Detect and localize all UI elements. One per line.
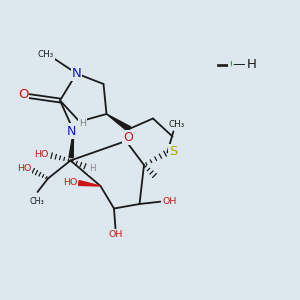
Text: CH₃: CH₃ xyxy=(29,196,44,206)
Text: HO: HO xyxy=(63,178,77,187)
Polygon shape xyxy=(106,114,130,131)
Text: HO: HO xyxy=(17,164,31,172)
Text: H: H xyxy=(89,164,95,173)
Text: O: O xyxy=(124,131,133,144)
Text: CH₃: CH₃ xyxy=(168,120,184,129)
Polygon shape xyxy=(69,130,74,158)
Text: OH: OH xyxy=(162,196,177,206)
Text: CH₃: CH₃ xyxy=(38,50,54,59)
Text: H: H xyxy=(247,58,256,71)
Polygon shape xyxy=(79,181,101,186)
Text: —: — xyxy=(233,58,246,71)
Text: Cl: Cl xyxy=(229,58,242,71)
Text: S: S xyxy=(169,145,178,158)
Text: O: O xyxy=(18,88,28,101)
Text: OH: OH xyxy=(109,230,123,239)
Text: HO: HO xyxy=(34,150,48,159)
Text: H: H xyxy=(79,118,86,127)
Text: N: N xyxy=(72,67,81,80)
Text: N: N xyxy=(66,124,76,138)
